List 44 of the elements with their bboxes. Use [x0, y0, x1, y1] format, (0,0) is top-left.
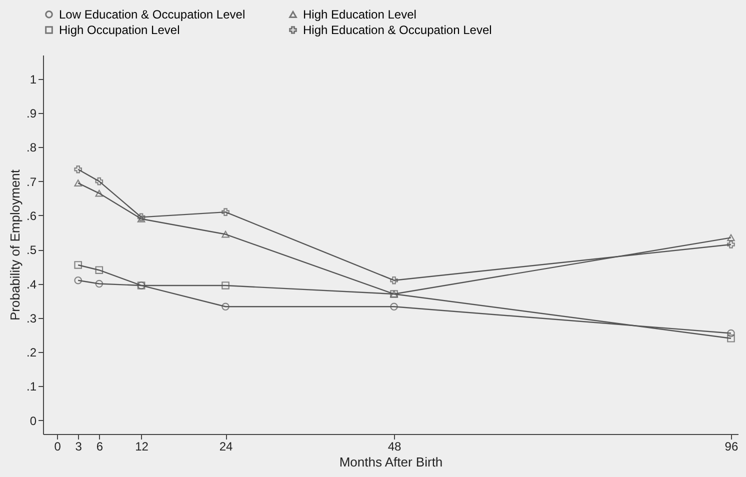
y-tick-label: .6 — [26, 208, 37, 223]
point — [95, 266, 104, 274]
point — [727, 240, 735, 248]
point — [727, 329, 735, 338]
y-tick-label: .4 — [26, 277, 37, 292]
point — [222, 230, 230, 238]
y-tick-label: .8 — [26, 140, 37, 155]
point — [390, 302, 398, 311]
point — [74, 261, 82, 269]
point — [222, 282, 230, 290]
y-tick-label: .1 — [26, 380, 37, 394]
x-tick-label: 0 — [54, 440, 62, 454]
x-tick-label: 48 — [388, 440, 402, 454]
point — [74, 180, 82, 186]
point — [137, 215, 146, 222]
point — [95, 280, 104, 288]
point — [74, 165, 82, 174]
legend-label: High Education & Occupation Level — [303, 23, 492, 37]
y-tick-label: 0 — [30, 414, 37, 428]
point — [390, 276, 398, 284]
x-tick-label: 3 — [75, 440, 82, 454]
x-axis-title: Months After Birth — [339, 454, 443, 470]
y-axis-title: Probability of Employment — [7, 169, 22, 321]
y-tick-label: .2 — [26, 346, 37, 360]
y-tick-label: .3 — [26, 311, 37, 326]
point — [95, 177, 104, 186]
y-tick-label: .9 — [26, 106, 37, 121]
legend-label: High Education Level — [303, 8, 416, 22]
x-tick-label: 12 — [135, 440, 149, 454]
y-tick-label: 1 — [30, 72, 37, 86]
legend-label: Low Education & Occupation Level — [59, 7, 246, 22]
legend-label: High Occupation Level — [59, 23, 180, 37]
point — [95, 190, 104, 197]
point — [222, 302, 230, 311]
y-tick-label: .5 — [26, 243, 37, 258]
point — [74, 276, 82, 284]
y-tick-label: .7 — [26, 174, 37, 189]
point — [727, 334, 735, 342]
point — [222, 208, 230, 216]
point — [727, 234, 735, 242]
x-tick-label: 24 — [219, 440, 234, 454]
x-tick-label: 96 — [724, 440, 738, 454]
x-tick-label: 6 — [96, 440, 104, 454]
point — [137, 213, 146, 222]
